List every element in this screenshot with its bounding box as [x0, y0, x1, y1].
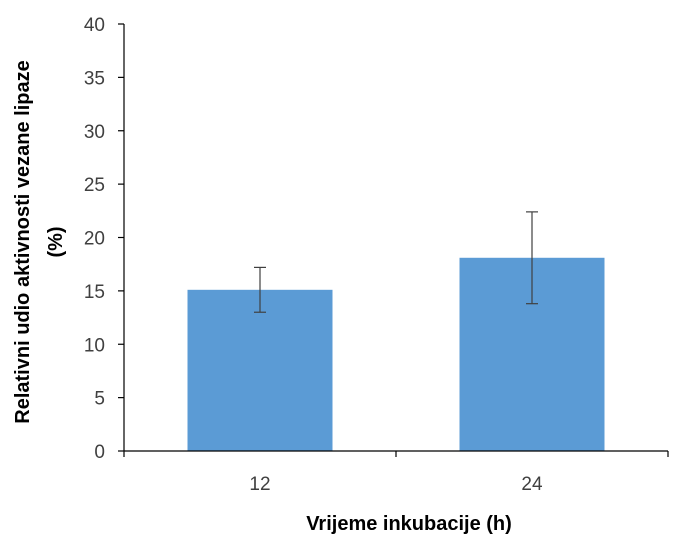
x-axis-title: Vrijeme inkubacije (h) — [306, 513, 512, 535]
y-tick-label: 20 — [84, 229, 105, 250]
x-axis-ticks: 12 24 — [123, 451, 669, 495]
y-tick-label: 5 — [94, 389, 105, 410]
y-axis-ticks: 0 5 10 15 20 25 30 35 40 — [84, 15, 124, 463]
y-tick-label: 0 — [94, 442, 105, 463]
bars — [187, 257, 605, 451]
y-axis-title-line-1: Relativni udio aktivnosti vezane lipaze — [12, 60, 34, 423]
y-tick-label: 35 — [84, 68, 105, 89]
bar-12 — [187, 289, 333, 451]
y-tick-label: 30 — [84, 122, 105, 143]
x-tick-label: 24 — [521, 474, 543, 495]
x-tick-label: 12 — [249, 474, 270, 495]
y-tick-label: 25 — [84, 175, 105, 196]
y-axis-title-line-2: (%) — [45, 226, 67, 257]
error-bars — [254, 211, 538, 313]
error-bar-24 — [526, 211, 538, 305]
y-tick-label: 15 — [84, 282, 105, 303]
y-tick-label: 10 — [84, 335, 105, 356]
y-tick-label: 40 — [84, 15, 105, 36]
y-axis-title: Relativni udio aktivnosti vezane lipaze … — [12, 60, 67, 423]
error-bar-12 — [254, 266, 266, 313]
